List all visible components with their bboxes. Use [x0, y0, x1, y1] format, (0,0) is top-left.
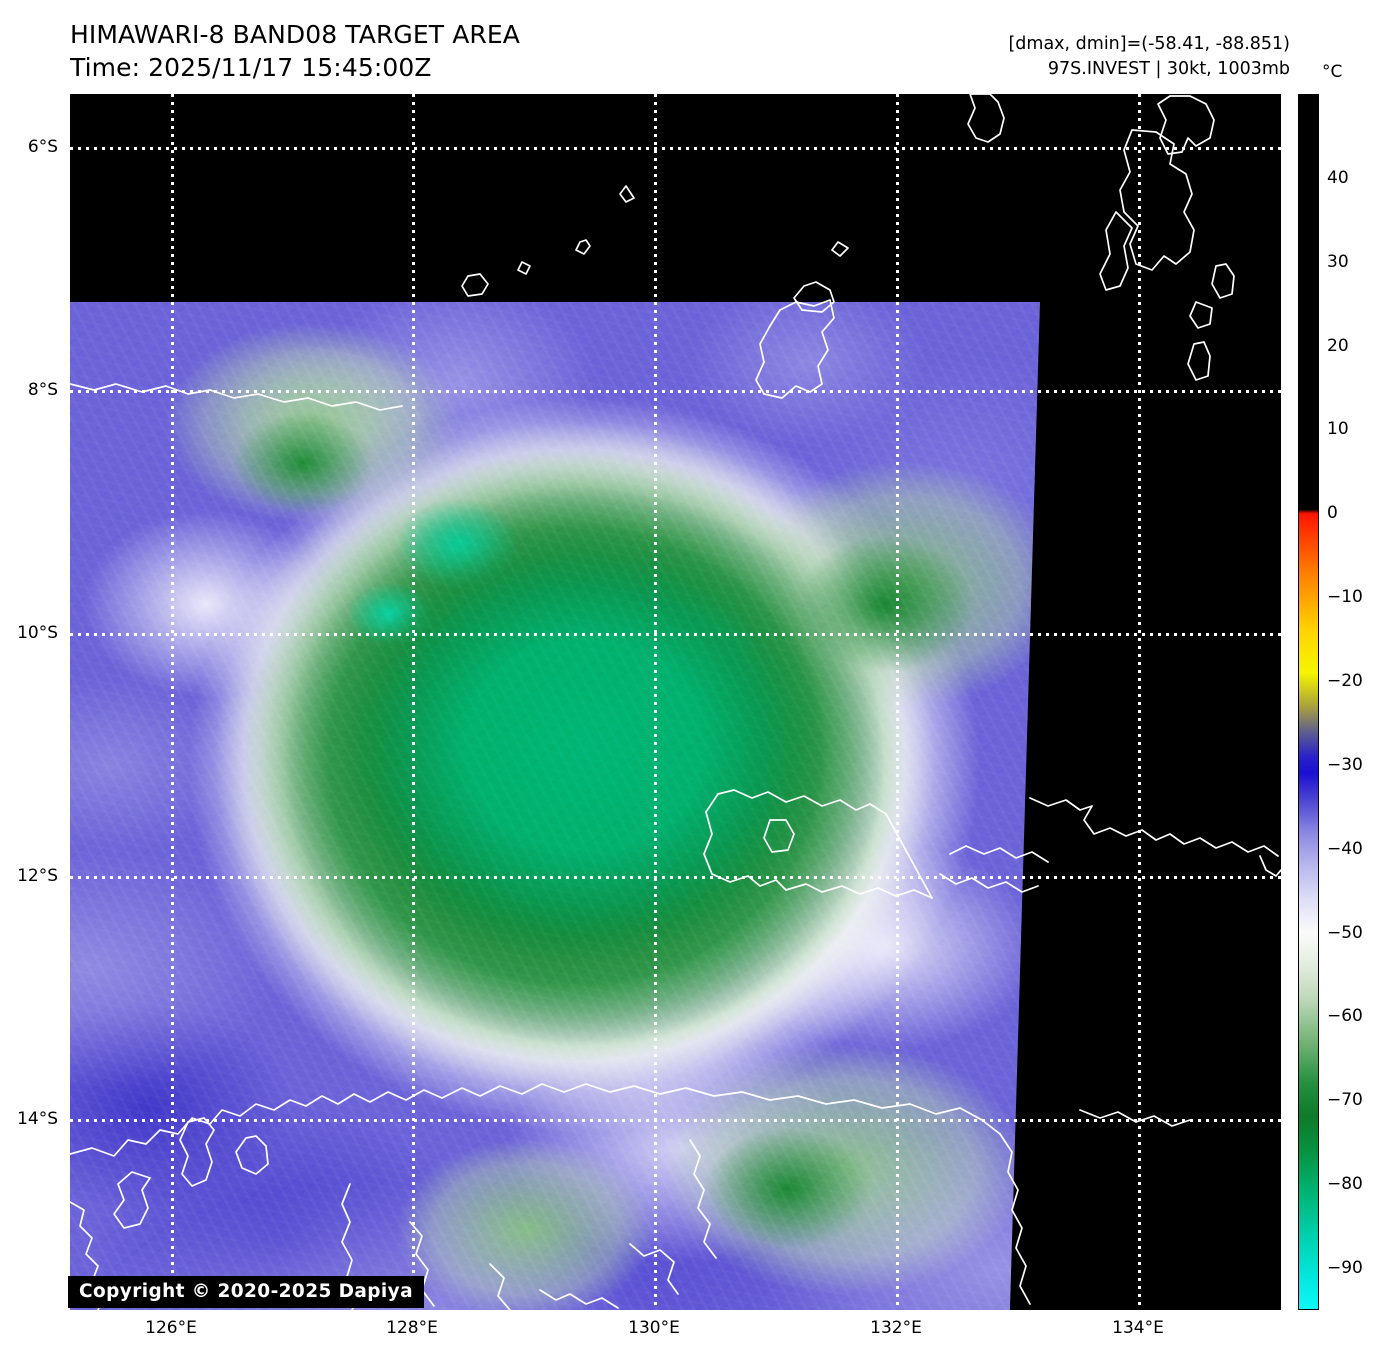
- colorbar-tick-0: 0: [1327, 503, 1338, 524]
- colorbar-tick-neg20: −20: [1327, 671, 1363, 692]
- ytick-label-6s: 6°S: [27, 137, 58, 157]
- gridline-lat-14s: [70, 1119, 1281, 1122]
- coast-island-north: [1157, 95, 1215, 155]
- coast-island-mid-north4: [619, 185, 635, 203]
- gridline-lon-128: [412, 94, 415, 1310]
- title-line: HIMAWARI-8 BAND08 TARGET AREA: [70, 20, 520, 49]
- coast-australia-ne: [1259, 855, 1281, 877]
- colorbar-tick-neg60: −60: [1327, 1006, 1363, 1027]
- gridline-lat-10s: [70, 633, 1281, 636]
- metadata-block: [dmax, dmin]=(-58.41, -88.851) 97S.INVES…: [1008, 32, 1290, 82]
- colorbar-tick-10: 10: [1327, 419, 1349, 440]
- colorbar-tick-neg30: −30: [1327, 754, 1363, 775]
- satellite-data-swath: [70, 302, 1040, 1310]
- gridline-lat-8s: [70, 390, 1281, 393]
- coast-island-large-ne: [1119, 129, 1195, 271]
- xtick-label-126e: 126°E: [145, 1318, 197, 1338]
- xtick-label-128e: 128°E: [386, 1318, 438, 1338]
- gridline-lat-12s: [70, 876, 1281, 879]
- satellite-map-plot[interactable]: [70, 94, 1281, 1310]
- page-title: HIMAWARI-8 BAND08 TARGET AREA Time: 2025…: [70, 18, 520, 84]
- gridline-lon-126: [171, 94, 174, 1310]
- data-minmax-label: [dmax, dmin]=(-58.41, -88.851): [1008, 34, 1290, 54]
- colorbar-gradient: [1299, 95, 1318, 1309]
- colorbar-tick-neg80: −80: [1327, 1174, 1363, 1195]
- xtick-label-130e: 130°E: [628, 1318, 680, 1338]
- colorbar-tick-neg90: −90: [1327, 1258, 1363, 1279]
- colorbar-tick-neg40: −40: [1327, 838, 1363, 859]
- colorbar-tick-neg50: −50: [1327, 922, 1363, 943]
- coast-island-mid-north5: [831, 241, 849, 257]
- storm-info-label: 97S.INVEST | 30kt, 1003mb: [1047, 58, 1290, 79]
- colorbar-tick-30: 30: [1327, 251, 1349, 272]
- xtick-label-132e: 132°E: [870, 1318, 922, 1338]
- xtick-label-134e: 134°E: [1112, 1318, 1164, 1338]
- colorbar-tick-20: 20: [1327, 335, 1349, 356]
- coast-island-west-strip: [1099, 211, 1133, 291]
- colorbar-unit-label: °C: [1322, 62, 1343, 82]
- coast-island-east-small2: [1189, 301, 1213, 329]
- swath-spiral-bands-layer: [70, 302, 1040, 1310]
- coast-island-east-small3: [1187, 341, 1211, 381]
- gridline-lon-130: [654, 94, 657, 1310]
- ytick-label-10s: 10°S: [17, 623, 58, 643]
- coast-island-mid-north1: [461, 273, 489, 297]
- colorbar-tick-neg70: −70: [1327, 1090, 1363, 1111]
- colorbar-tick-40: 40: [1327, 167, 1349, 188]
- coast-island-east-small1: [1211, 263, 1235, 299]
- colorbar-tick-neg10: −10: [1327, 587, 1363, 608]
- gridline-lon-132: [896, 94, 899, 1310]
- coast-australia-north: [1029, 797, 1279, 857]
- coast-island-mid-north2: [517, 261, 531, 275]
- coast-se-strip: [1079, 1109, 1191, 1127]
- ytick-label-12s: 12°S: [17, 866, 58, 886]
- gridline-lon-134: [1138, 94, 1141, 1310]
- coast-island-mid-north3: [575, 239, 591, 255]
- ytick-label-8s: 8°S: [27, 380, 58, 400]
- temperature-colorbar[interactable]: [1298, 94, 1319, 1310]
- copyright-watermark: Copyright © 2020-2025 Dapiya: [68, 1276, 424, 1308]
- gridline-lat-6s: [70, 147, 1281, 150]
- ytick-label-14s: 14°S: [17, 1109, 58, 1129]
- timestamp-line: Time: 2025/11/17 15:45:00Z: [70, 53, 432, 82]
- coast-island-nw-small: [967, 94, 1005, 143]
